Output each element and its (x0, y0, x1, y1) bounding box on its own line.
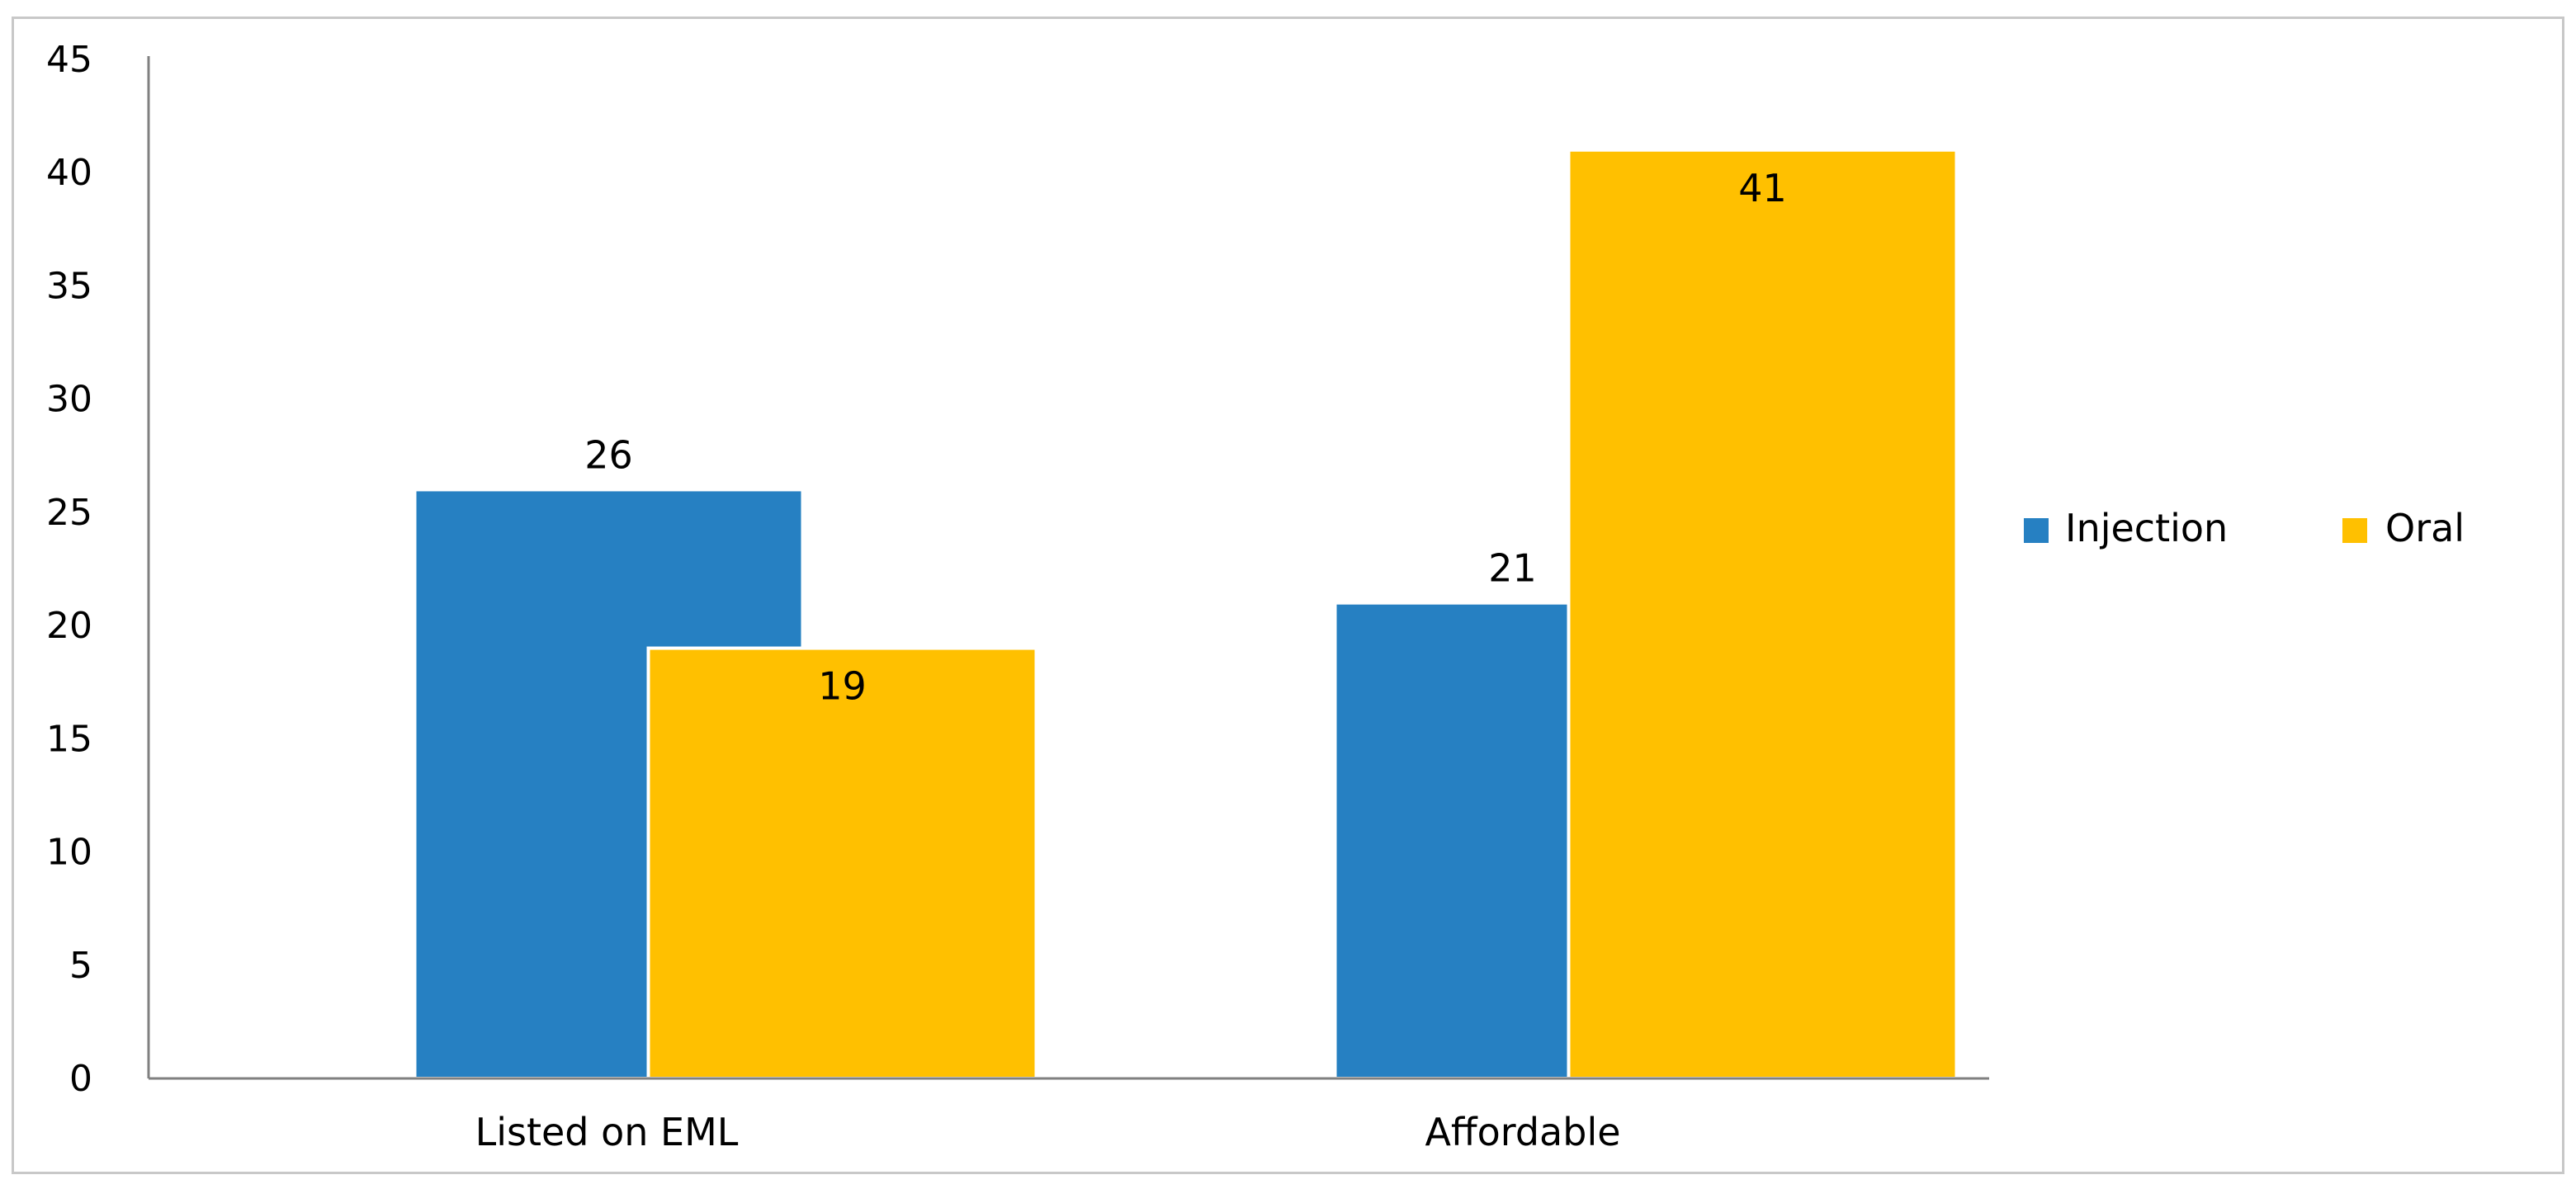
y-tick-label: 45 (46, 39, 92, 81)
y-axis: 0 5 10 15 20 25 30 35 40 45 (46, 39, 150, 1100)
data-label-injection-2: 21 (1488, 546, 1537, 591)
legend: Injection Oral (2024, 506, 2465, 550)
y-tick-label: 10 (46, 832, 92, 874)
x-category-label: Affordable (1425, 1110, 1620, 1154)
y-tick-label: 0 (69, 1058, 92, 1100)
x-axis: Listed on EML Affordable (149, 1077, 1989, 1154)
bar-oral-1 (646, 646, 1038, 1080)
y-tick-label: 25 (46, 492, 92, 534)
y-tick-label: 35 (46, 265, 92, 307)
x-category-label: Listed on EML (475, 1110, 739, 1154)
data-label-oral-2: 41 (1738, 166, 1787, 210)
y-tick-label: 20 (46, 605, 92, 647)
bar-oral-2 (1567, 148, 1959, 1080)
data-label-oral-1: 19 (818, 664, 867, 709)
bars: 26 21 19 41 (413, 148, 1959, 1080)
data-label-injection-1: 26 (584, 432, 633, 477)
legend-swatch-oral (2342, 518, 2367, 543)
legend-label-injection: Injection (2065, 506, 2228, 550)
y-tick-label: 15 (46, 718, 92, 760)
legend-label-oral: Oral (2385, 506, 2465, 550)
y-tick-label: 5 (69, 945, 92, 987)
y-tick-label: 40 (46, 152, 92, 194)
legend-swatch-injection (2024, 518, 2049, 543)
y-tick-label: 30 (46, 379, 92, 421)
